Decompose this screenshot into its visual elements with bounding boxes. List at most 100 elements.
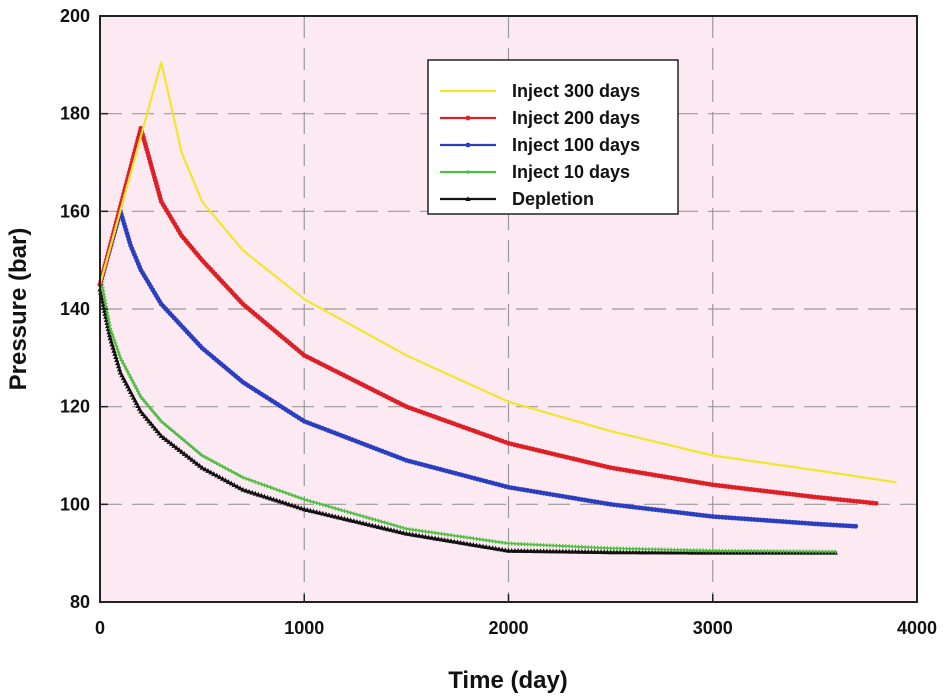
- data-point: [344, 516, 351, 522]
- data-point: [110, 344, 116, 350]
- y-tick-label: 200: [60, 6, 90, 26]
- data-point: [237, 485, 243, 491]
- data-point: [114, 357, 120, 363]
- data-point: [238, 473, 243, 478]
- data-point: [124, 366, 129, 371]
- data-point: [147, 404, 152, 409]
- data-point: [176, 433, 181, 438]
- data-point: [163, 437, 169, 442]
- data-point: [153, 411, 158, 416]
- data-point: [188, 443, 193, 448]
- data-point: [131, 380, 136, 385]
- data-point: [280, 499, 286, 505]
- data-point: [339, 508, 344, 513]
- data-point: [357, 513, 362, 518]
- data-point: [247, 477, 252, 482]
- data-point: [301, 506, 307, 512]
- data-point: [166, 425, 171, 430]
- data-point: [111, 347, 117, 353]
- data-point: [115, 363, 122, 369]
- data-point: [189, 456, 195, 462]
- series-inject-200-days: [97, 125, 879, 506]
- data-point: [184, 453, 190, 458]
- data-point: [314, 501, 319, 506]
- data-point: [367, 516, 372, 521]
- data-point: [144, 402, 149, 407]
- data-point: [196, 462, 203, 468]
- legend-item: Inject 200 days: [440, 108, 640, 128]
- data-point: [130, 378, 135, 383]
- data-point: [115, 347, 120, 352]
- data-point: [311, 500, 316, 505]
- data-point: [438, 536, 445, 542]
- data-point: [154, 428, 160, 434]
- data-point: [480, 543, 486, 549]
- data-point: [327, 504, 332, 509]
- data-point: [465, 115, 471, 121]
- data-point: [149, 407, 154, 412]
- data-point: [142, 399, 147, 404]
- data-point: [226, 467, 231, 472]
- data-point: [173, 445, 180, 450]
- series-inject-300-days: [98, 61, 897, 484]
- data-point: [261, 493, 268, 499]
- data-point: [228, 480, 234, 486]
- data-point: [853, 523, 859, 529]
- data-point: [320, 510, 326, 516]
- data-point: [214, 461, 219, 466]
- data-point: [305, 498, 310, 503]
- data-point: [304, 507, 310, 512]
- data-point: [302, 497, 307, 502]
- data-point: [310, 508, 317, 514]
- data-point: [217, 462, 222, 467]
- data-point: [373, 517, 378, 522]
- data-point: [190, 445, 195, 450]
- data-point: [419, 533, 425, 539]
- data-point: [388, 527, 394, 532]
- data-point: [253, 479, 258, 484]
- data-point: [121, 361, 126, 366]
- legend-item: Inject 10 days: [440, 162, 630, 182]
- data-point: [493, 545, 499, 551]
- y-tick-label: 180: [60, 104, 90, 124]
- data-point: [375, 524, 382, 529]
- series-inject-100-days: [97, 208, 859, 529]
- data-point: [125, 369, 130, 374]
- legend-item: Inject 100 days: [440, 135, 640, 155]
- data-point: [168, 427, 173, 432]
- data-point: [289, 493, 294, 498]
- data-point: [140, 397, 145, 402]
- x-tick-label: 1000: [284, 618, 324, 638]
- data-point: [338, 515, 344, 521]
- legend-item: Inject 300 days: [440, 81, 640, 101]
- data-point: [117, 352, 122, 357]
- data-point: [445, 537, 451, 543]
- data-point: [394, 528, 400, 534]
- data-point: [144, 416, 150, 421]
- data-point: [496, 546, 502, 552]
- data-point: [280, 489, 285, 494]
- data-point: [354, 518, 360, 524]
- data-point: [258, 492, 264, 498]
- data-point: [197, 451, 202, 456]
- data-point: [320, 502, 325, 507]
- y-tick-label: 80: [70, 592, 90, 612]
- legend-label: Inject 300 days: [512, 81, 640, 101]
- data-point: [354, 512, 359, 517]
- data-point: [155, 414, 160, 419]
- data-point: [465, 196, 471, 201]
- data-point: [164, 423, 169, 428]
- data-point: [330, 505, 335, 510]
- x-axis-ticks: 0 1000 2000 3000 4000: [95, 594, 937, 638]
- data-point: [442, 537, 448, 543]
- y-tick-label: 140: [60, 299, 90, 319]
- data-point: [168, 441, 175, 446]
- data-point: [502, 547, 508, 553]
- data-point: [361, 514, 366, 519]
- data-point: [106, 332, 113, 338]
- data-point: [101, 308, 108, 313]
- data-point: [259, 482, 264, 487]
- data-point: [271, 496, 277, 502]
- data-point: [171, 443, 177, 448]
- data-point: [286, 491, 291, 496]
